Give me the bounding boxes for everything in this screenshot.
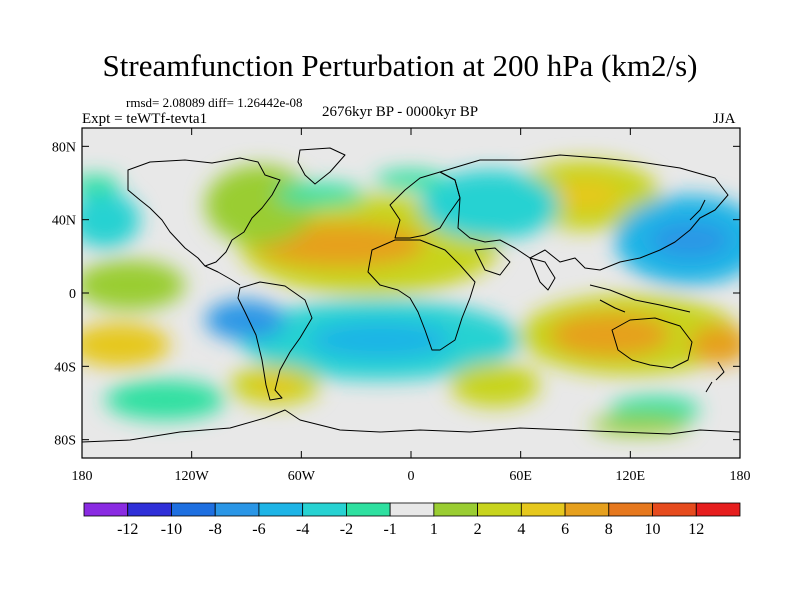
y-tick-label: 80N [52, 140, 76, 155]
colorbar-swatch [433, 502, 479, 517]
colorbar-swatch [345, 502, 391, 517]
positive-anomaly-fill [450, 363, 540, 407]
southeast-asia-islands [589, 284, 691, 313]
y-tick-label: 40S [54, 360, 76, 375]
greenland-outline [297, 147, 346, 185]
negative-anomaly-fill [310, 322, 450, 358]
negative-anomaly-fill [420, 170, 560, 240]
colorbar-tick-label: -6 [252, 521, 265, 538]
experiment-label: Expt = teWTf-tevta1 [82, 111, 208, 127]
colorbar-swatch [258, 502, 304, 517]
negative-anomaly-fill [650, 222, 730, 258]
colorbar-swatch [652, 502, 697, 517]
colorbar-tick-label: 4 [517, 521, 525, 538]
south-america-outline [237, 281, 313, 401]
season-label: JJA [713, 111, 736, 127]
positive-anomaly-fill [550, 180, 620, 210]
rmsd-diff-stats: rmsd= 2.08089 diff= 1.26442e-08 [126, 95, 303, 110]
period-label: 2676kyr BP - 0000kyr BP [322, 104, 479, 120]
coastlines [82, 147, 740, 443]
map-plot-area [82, 128, 740, 458]
positive-anomaly-fill [82, 323, 170, 367]
colorbar-tick-label: 1 [430, 521, 438, 538]
colorbar-swatch [389, 502, 435, 517]
negative-anomaly-fill [105, 380, 225, 420]
negative-anomaly-fill [375, 170, 445, 190]
positive-anomaly-fill [205, 165, 315, 245]
colorbar-tick-label: 6 [561, 521, 569, 538]
colorbar-tick-label: 8 [605, 521, 613, 538]
colorbar-swatch [608, 502, 653, 517]
colorbar-tick-label: -1 [383, 521, 396, 538]
y-tick-label: 0 [69, 287, 76, 302]
colorbar-swatch [214, 502, 260, 517]
colorbar-swatch [171, 502, 216, 517]
arabia-outline [474, 247, 511, 276]
y-tick-label: 40N [52, 214, 76, 229]
negative-anomaly-fill [82, 175, 120, 195]
colorbar: -12 -10 -8 -6 -4 -2 -1 1 2 4 6 8 10 12 [83, 502, 741, 538]
antarctica-outline [82, 409, 740, 443]
x-tick-label: 180 [72, 469, 93, 484]
colorbar-swatch [695, 502, 741, 517]
colorbar-swatch [127, 502, 172, 517]
colorbar-tick-label: 12 [688, 521, 704, 538]
colorbar-swatch [477, 502, 522, 517]
colorbar-tick-label: -10 [161, 521, 182, 538]
x-tick-label: 180 [730, 469, 751, 484]
y-tick-label: 80S [54, 434, 76, 449]
colorbar-tick-label: -2 [340, 521, 353, 538]
north-america-outline [127, 157, 281, 267]
colorbar-swatch [302, 502, 347, 517]
eurasia-outline [439, 154, 729, 271]
colorbar-tick-label: -12 [117, 521, 138, 538]
positive-anomaly-fill [590, 415, 690, 435]
colorbar-tick-label: 2 [474, 521, 482, 538]
positive-anomaly-fill [250, 375, 300, 395]
negative-anomaly-fill [82, 192, 140, 248]
africa-outline [367, 239, 476, 351]
positive-anomaly-fill [690, 325, 740, 365]
x-tick-label: 60W [288, 469, 316, 484]
india-outline [529, 257, 556, 291]
x-tick-label: 120E [616, 469, 646, 484]
negative-anomaly-fill [205, 300, 285, 340]
japan-outline [689, 199, 706, 221]
colorbar-tick-label: 10 [645, 521, 661, 538]
colorbar-tick-label: -8 [209, 521, 222, 538]
colorbar-tick-label: -4 [296, 521, 309, 538]
colorbar-swatch [564, 502, 610, 517]
chart-title: Streamfunction Perturbation at 200 hPa (… [102, 48, 698, 83]
axes: 180 120W 60W 0 60E 120E 180 80N 40N 0 40S 80S [52, 128, 751, 484]
central-america-outline [204, 265, 241, 286]
x-tick-label: 60E [509, 469, 532, 484]
x-tick-label: 0 [408, 469, 415, 484]
x-tick-label: 120W [175, 469, 210, 484]
positive-anomaly-fill [82, 260, 185, 310]
new-zealand-outline [705, 361, 725, 393]
colorbar-swatch [83, 502, 129, 517]
negative-anomaly-fill [275, 183, 365, 207]
colorbar-swatch [520, 502, 566, 517]
positive-anomaly-fill [550, 313, 670, 357]
australia-outline [611, 317, 693, 369]
